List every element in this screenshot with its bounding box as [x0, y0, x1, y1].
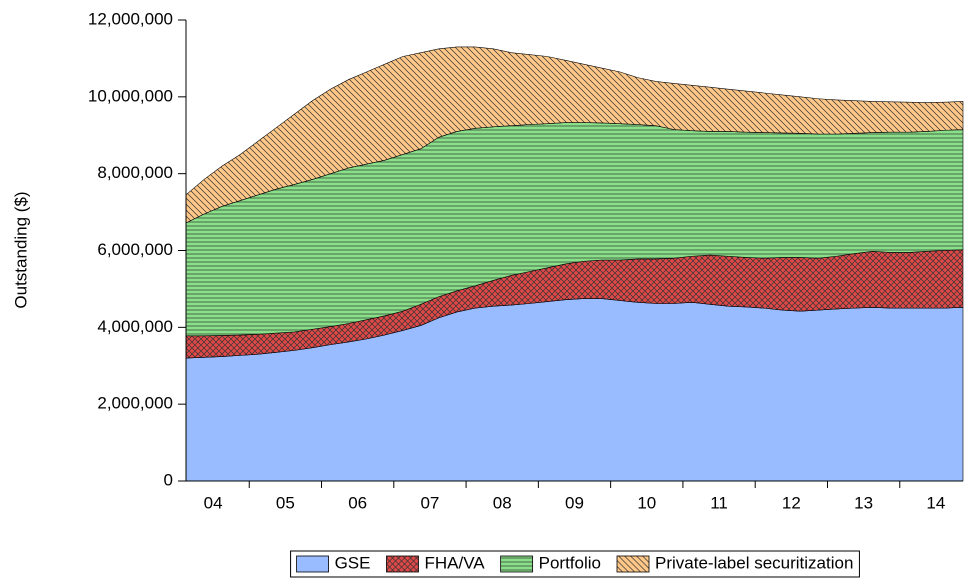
y-tick-label: 4,000,000: [97, 317, 173, 336]
x-tick-label: 08: [493, 493, 512, 512]
legend: GSE FHA/VA Portfolio Private-label securiti…: [290, 550, 860, 578]
legend-swatch: [386, 555, 419, 573]
x-tick-label: 13: [854, 493, 873, 512]
x-tick-label: 09: [565, 493, 584, 512]
legend-label: Portfolio: [539, 553, 601, 572]
legend-label: GSE: [335, 553, 371, 572]
y-tick-label: 12,000,000: [88, 9, 173, 28]
legend-swatch: [616, 555, 650, 573]
y-tick-label: 8,000,000: [97, 163, 173, 182]
legend-swatch: [500, 555, 534, 573]
y-tick-label: 0: [164, 470, 173, 489]
area: [185, 46, 964, 224]
x-tick-label: 10: [637, 493, 656, 512]
legend-label: FHA/VA: [424, 553, 485, 572]
legend-label: Private-label securitization: [655, 553, 853, 572]
x-tick-label: 07: [420, 493, 439, 512]
x-tick-label: 14: [926, 493, 945, 512]
y-tick-label: 6,000,000: [97, 240, 173, 259]
legend-swatch: [296, 555, 329, 573]
y-tick-label: 10,000,000: [88, 86, 173, 105]
x-tick-label: 06: [348, 493, 367, 512]
x-tick-label: 11: [710, 493, 728, 512]
y-axis-label: Outstanding ($): [11, 191, 30, 308]
legend-box: [290, 550, 860, 578]
x-tick-label: 05: [276, 493, 295, 512]
x-tick-label: 12: [782, 493, 801, 512]
y-tick-label: 2,000,000: [97, 394, 173, 413]
x-tick-label: 04: [204, 493, 223, 512]
